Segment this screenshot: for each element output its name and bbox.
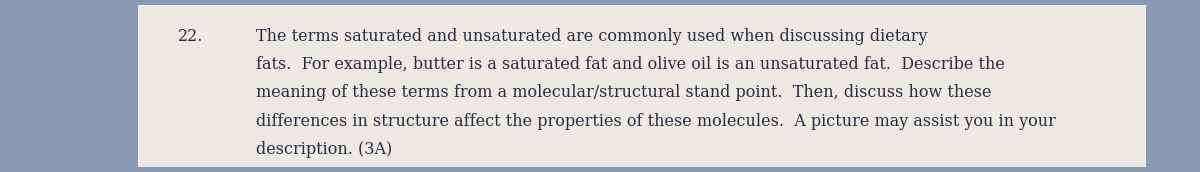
Text: The terms saturated and unsaturated are commonly used when discussing dietary: The terms saturated and unsaturated are … <box>256 28 928 45</box>
Text: fats.  For example, butter is a saturated fat and olive oil is an unsaturated fa: fats. For example, butter is a saturated… <box>256 56 1004 73</box>
Text: meaning of these terms from a molecular/structural stand point.  Then, discuss h: meaning of these terms from a molecular/… <box>256 84 991 101</box>
Text: description. (3A): description. (3A) <box>256 141 392 158</box>
Text: 22.: 22. <box>178 28 203 45</box>
Text: differences in structure affect the properties of these molecules.  A picture ma: differences in structure affect the prop… <box>256 113 1056 130</box>
Bar <box>138 5 1146 167</box>
